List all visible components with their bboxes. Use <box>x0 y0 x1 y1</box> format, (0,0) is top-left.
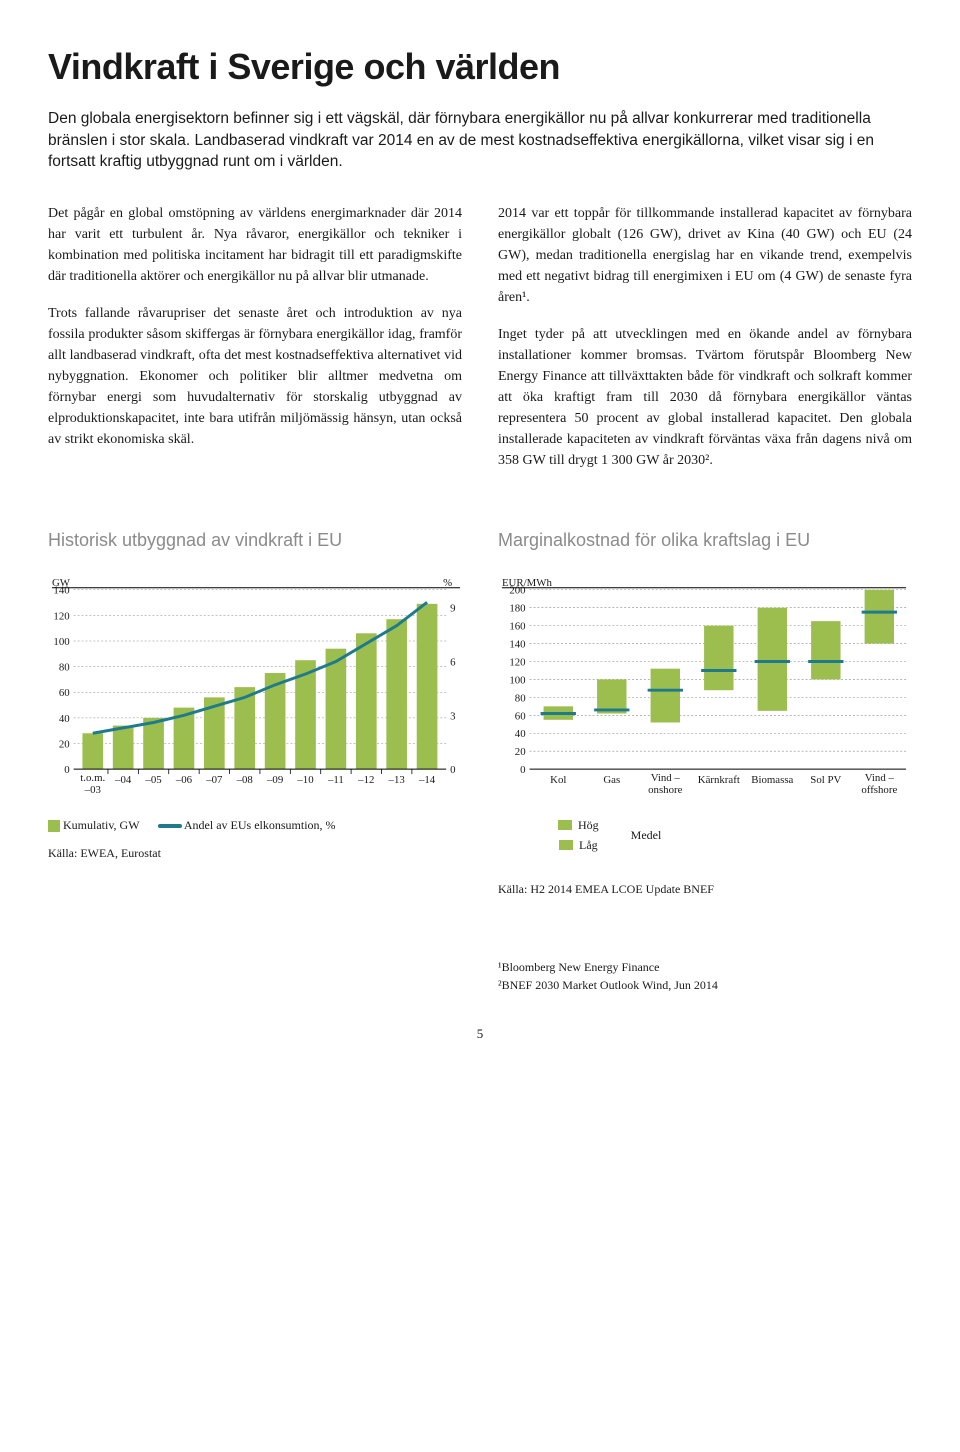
svg-text:–10: –10 <box>296 774 313 786</box>
chart2-legend: Hög Låg Medel <box>558 816 912 854</box>
svg-text:140: 140 <box>509 639 525 651</box>
svg-text:Gas: Gas <box>603 774 620 786</box>
chart1-svg: GW%0204060801001201400369t.o.m.–03–04–05… <box>48 572 462 799</box>
svg-text:140: 140 <box>53 585 69 597</box>
svg-text:–14: –14 <box>418 774 436 786</box>
svg-text:–08: –08 <box>236 774 253 786</box>
chart-lcoe: Marginalkostnad för olika kraftslag i EU… <box>498 527 912 898</box>
svg-text:20: 20 <box>59 739 70 751</box>
svg-text:120: 120 <box>509 657 525 669</box>
svg-text:40: 40 <box>515 728 526 740</box>
chart2-svg: EUR/MWh020406080100120140160180200KolGas… <box>498 572 912 799</box>
svg-text:Biomassa: Biomassa <box>751 774 793 786</box>
svg-text:200: 200 <box>509 585 525 597</box>
svg-text:40: 40 <box>59 713 70 725</box>
svg-text:–03: –03 <box>84 784 101 796</box>
chart1-title: Historisk utbyggnad av vindkraft i EU <box>48 527 462 554</box>
svg-text:–13: –13 <box>388 774 405 786</box>
svg-text:9: 9 <box>450 603 455 615</box>
page-title: Vindkraft i Sverige och världen <box>48 40 912 94</box>
range-swatch-icon <box>558 820 572 830</box>
svg-text:t.o.m.: t.o.m. <box>80 772 105 784</box>
svg-text:120: 120 <box>53 610 69 622</box>
svg-text:–11: –11 <box>327 774 344 786</box>
chart1-source: Källa: EWEA, Eurostat <box>48 844 462 862</box>
body-p3: 2014 var ett toppår för tillkommande ins… <box>498 203 912 308</box>
svg-text:80: 80 <box>59 662 70 674</box>
svg-text:60: 60 <box>59 687 70 699</box>
lede-paragraph: Den globala energisektorn befinner sig i… <box>48 108 903 173</box>
svg-text:0: 0 <box>520 764 525 776</box>
page-number: 5 <box>48 1024 912 1044</box>
svg-text:–12: –12 <box>357 774 374 786</box>
svg-text:–09: –09 <box>266 774 283 786</box>
svg-text:–05: –05 <box>144 774 161 786</box>
line-swatch-icon <box>158 824 182 828</box>
body-p4: Inget tyder på att utvecklingen med en ö… <box>498 324 912 471</box>
svg-text:Kol: Kol <box>550 774 566 786</box>
footnotes: ¹Bloomberg New Energy Finance ²BNEF 2030… <box>498 958 912 994</box>
range-swatch-icon2 <box>559 840 573 850</box>
svg-text:Kärnkraft: Kärnkraft <box>698 774 740 786</box>
chart2-legend-low: Låg <box>579 836 598 854</box>
svg-text:3: 3 <box>450 710 455 722</box>
chart-eu-wind-growth: Historisk utbyggnad av vindkraft i EU GW… <box>48 527 462 898</box>
svg-text:180: 180 <box>509 603 525 615</box>
body-p2: Trots fallande råvarupriser det senaste … <box>48 303 462 450</box>
svg-text:20: 20 <box>515 746 526 758</box>
svg-text:–07: –07 <box>205 774 223 786</box>
chart2-legend-high: Hög <box>578 816 599 834</box>
svg-text:onshore: onshore <box>648 784 682 796</box>
chart1-legend-bar: Kumulativ, GW <box>63 818 140 832</box>
chart2-legend-median: Medel <box>631 826 662 844</box>
svg-text:offshore: offshore <box>861 784 897 796</box>
svg-text:160: 160 <box>509 621 525 633</box>
body-col-left: Det pågår en global omstöpning av världe… <box>48 203 462 487</box>
svg-text:Vind –: Vind – <box>651 772 681 784</box>
body-col-right: 2014 var ett toppår för tillkommande ins… <box>498 203 912 487</box>
svg-text:80: 80 <box>515 692 526 704</box>
body-columns: Det pågår en global omstöpning av världe… <box>48 203 912 487</box>
svg-text:6: 6 <box>450 657 456 669</box>
svg-text:100: 100 <box>509 674 525 686</box>
svg-text:%: % <box>443 577 452 589</box>
footnote-1: ¹Bloomberg New Energy Finance <box>498 958 912 976</box>
svg-text:0: 0 <box>450 764 455 776</box>
bar-swatch-icon <box>48 820 60 832</box>
chart2-title: Marginalkostnad för olika kraftslag i EU <box>498 527 912 554</box>
chart1-legend: Kumulativ, GW Andel av EUs elkonsumtion,… <box>48 816 462 834</box>
svg-text:100: 100 <box>53 636 69 648</box>
svg-text:Vind –: Vind – <box>865 772 895 784</box>
svg-text:–04: –04 <box>114 774 132 786</box>
svg-text:60: 60 <box>515 710 526 722</box>
svg-text:–06: –06 <box>175 774 193 786</box>
svg-text:Sol PV: Sol PV <box>810 774 841 786</box>
svg-text:0: 0 <box>64 764 69 776</box>
charts-row: Historisk utbyggnad av vindkraft i EU GW… <box>48 527 912 898</box>
chart2-source: Källa: H2 2014 EMEA LCOE Update BNEF <box>498 880 912 898</box>
chart1-legend-line: Andel av EUs elkonsumtion, % <box>184 818 336 832</box>
footnote-2: ²BNEF 2030 Market Outlook Wind, Jun 2014 <box>498 976 912 994</box>
body-p1: Det pågår en global omstöpning av världe… <box>48 203 462 287</box>
